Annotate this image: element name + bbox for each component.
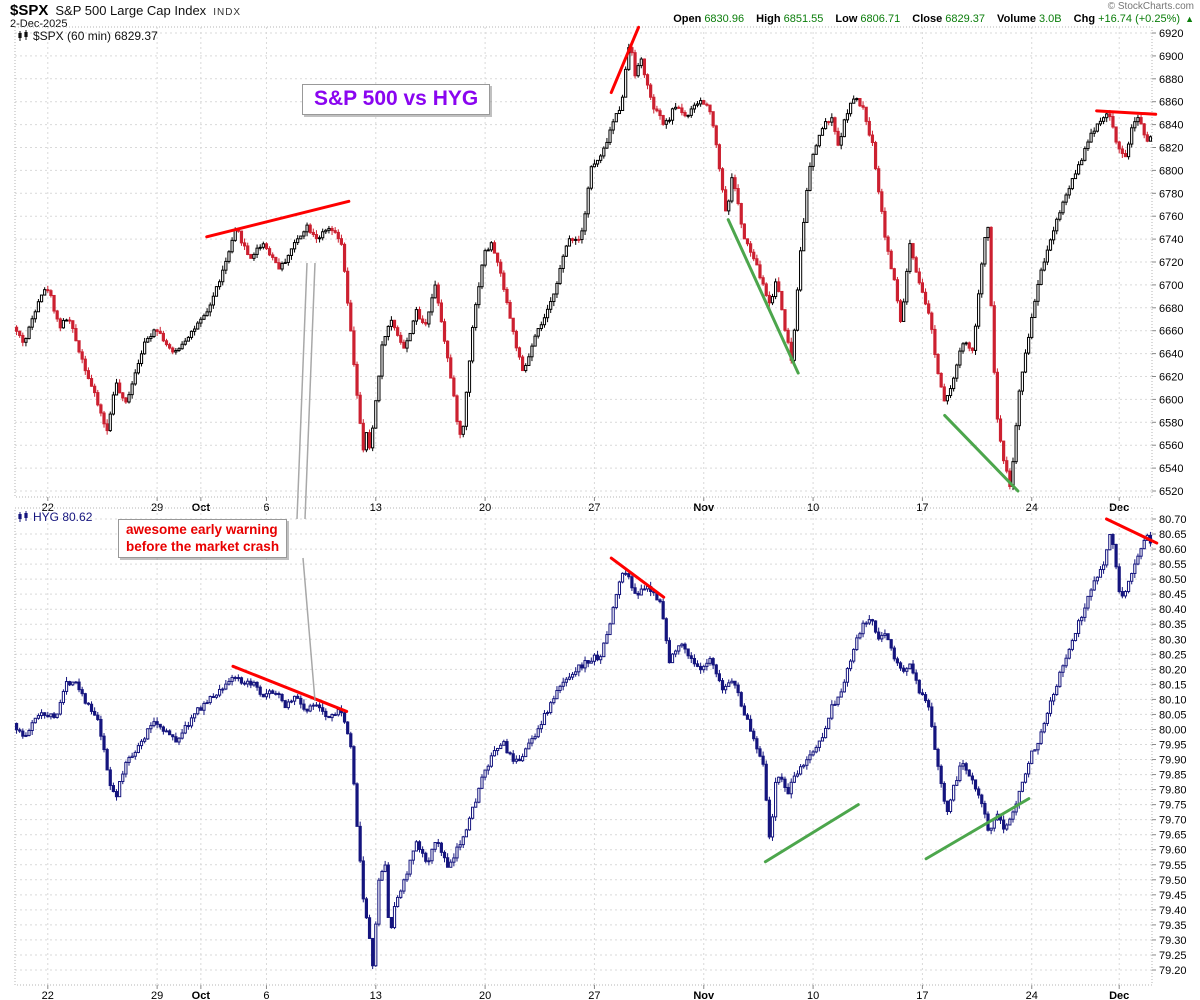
exchange-label: INDX	[213, 7, 242, 18]
svg-text:22: 22	[42, 990, 54, 1000]
svg-text:80.05: 80.05	[1159, 709, 1187, 721]
svg-text:80.50: 80.50	[1159, 574, 1187, 586]
svg-text:6820: 6820	[1159, 143, 1183, 155]
svg-text:79.65: 79.65	[1159, 830, 1187, 842]
svg-text:13: 13	[370, 990, 382, 1000]
warning-annotation-box: awesome early warning before the market …	[118, 519, 288, 558]
svg-text:6800: 6800	[1159, 165, 1183, 177]
svg-text:80.00: 80.00	[1159, 724, 1187, 736]
svg-text:29: 29	[151, 990, 163, 1000]
svg-text:80.15: 80.15	[1159, 679, 1187, 691]
svg-text:Nov: Nov	[693, 990, 715, 1000]
svg-text:80.60: 80.60	[1159, 544, 1187, 556]
svg-text:79.35: 79.35	[1159, 920, 1187, 932]
volume-label: Volume	[997, 13, 1036, 25]
svg-text:6860: 6860	[1159, 97, 1183, 109]
svg-text:6740: 6740	[1159, 234, 1183, 246]
candlestick-style-icon	[18, 511, 28, 522]
svg-text:80.20: 80.20	[1159, 664, 1187, 676]
chg-value: +16.74 (+0.25%)	[1098, 13, 1181, 25]
svg-text:80.30: 80.30	[1159, 634, 1187, 646]
svg-text:6760: 6760	[1159, 211, 1183, 223]
svg-text:6840: 6840	[1159, 120, 1183, 132]
svg-text:6640: 6640	[1159, 349, 1183, 361]
svg-text:79.75: 79.75	[1159, 800, 1187, 812]
svg-text:79.40: 79.40	[1159, 905, 1187, 917]
svg-text:79.85: 79.85	[1159, 770, 1187, 782]
candlestick-style-icon	[18, 30, 28, 41]
svg-text:79.95: 79.95	[1159, 740, 1187, 752]
close-value: 6829.37	[945, 13, 985, 25]
svg-text:79.60: 79.60	[1159, 845, 1187, 857]
open-label: Open	[673, 13, 702, 25]
svg-text:6520: 6520	[1159, 486, 1183, 498]
svg-text:79.55: 79.55	[1159, 860, 1187, 872]
svg-text:6700: 6700	[1159, 280, 1183, 292]
volume-value: 3.0B	[1038, 13, 1062, 25]
svg-text:6880: 6880	[1159, 74, 1183, 86]
spx-panel-label: $SPX (60 min) 6829.37	[17, 29, 158, 43]
svg-text:80.40: 80.40	[1159, 604, 1187, 616]
svg-text:79.80: 79.80	[1159, 785, 1187, 797]
svg-text:6580: 6580	[1159, 417, 1183, 429]
svg-text:6620: 6620	[1159, 372, 1183, 384]
svg-text:6660: 6660	[1159, 326, 1183, 338]
svg-text:6560: 6560	[1159, 440, 1183, 452]
svg-text:27: 27	[588, 990, 600, 1000]
symbol-name: S&P 500 Large Cap Index	[55, 3, 207, 18]
svg-text:6780: 6780	[1159, 188, 1183, 200]
svg-text:80.55: 80.55	[1159, 559, 1187, 571]
copyright-label: © StockCharts.com	[1107, 1, 1194, 12]
low-value: 6806.71	[860, 13, 901, 25]
svg-text:79.70: 79.70	[1159, 815, 1187, 827]
high-value: 6851.55	[783, 13, 824, 25]
svg-text:24: 24	[1026, 990, 1038, 1000]
svg-text:80.35: 80.35	[1159, 619, 1187, 631]
svg-text:80.25: 80.25	[1159, 649, 1187, 661]
svg-text:6540: 6540	[1159, 463, 1183, 475]
svg-text:6900: 6900	[1159, 51, 1183, 63]
title-annotation-box: S&P 500 vs HYG	[302, 84, 491, 115]
quote-summary: Open 6830.96 High 6851.55 Low 6806.71 Close…	[673, 13, 1194, 25]
svg-text:6720: 6720	[1159, 257, 1183, 269]
svg-text:6920: 6920	[1159, 28, 1183, 40]
svg-text:79.90: 79.90	[1159, 755, 1187, 767]
svg-text:80.65: 80.65	[1159, 529, 1187, 541]
spx-panel-label-text: $SPX (60 min) 6829.37	[33, 29, 158, 43]
svg-text:10: 10	[807, 990, 819, 1000]
svg-text:80.10: 80.10	[1159, 694, 1187, 706]
svg-text:80.45: 80.45	[1159, 589, 1187, 601]
svg-text:20: 20	[479, 990, 491, 1000]
svg-text:79.25: 79.25	[1159, 950, 1187, 962]
chart-header: $SPX S&P 500 Large Cap Index INDX	[10, 2, 241, 19]
high-label: High	[756, 13, 781, 25]
svg-text:79.30: 79.30	[1159, 935, 1187, 947]
close-label: Close	[912, 13, 943, 25]
svg-text:6600: 6600	[1159, 394, 1183, 406]
warning-line-2: before the market crash	[126, 539, 280, 554]
title-annotation-text: S&P 500 vs HYG	[314, 87, 479, 110]
svg-text:79.20: 79.20	[1159, 965, 1187, 977]
svg-text:6: 6	[263, 990, 269, 1000]
svg-text:6680: 6680	[1159, 303, 1183, 315]
hyg-panel-label: HYG 80.62	[17, 510, 92, 524]
svg-text:79.50: 79.50	[1159, 875, 1187, 887]
low-label: Low	[835, 13, 858, 25]
symbol-title: $SPX	[10, 2, 49, 19]
svg-text:Oct: Oct	[192, 990, 211, 1000]
svg-text:80.70: 80.70	[1159, 514, 1187, 526]
hyg-panel-label-text: HYG 80.62	[33, 510, 93, 524]
up-arrow-icon: ▲	[1185, 14, 1194, 24]
chg-label: Chg	[1073, 13, 1096, 25]
svg-text:Dec: Dec	[1109, 990, 1129, 1000]
open-value: 6830.96	[704, 13, 745, 25]
svg-text:17: 17	[916, 990, 928, 1000]
warning-line-1: awesome early warning	[126, 522, 278, 537]
svg-text:79.45: 79.45	[1159, 890, 1187, 902]
